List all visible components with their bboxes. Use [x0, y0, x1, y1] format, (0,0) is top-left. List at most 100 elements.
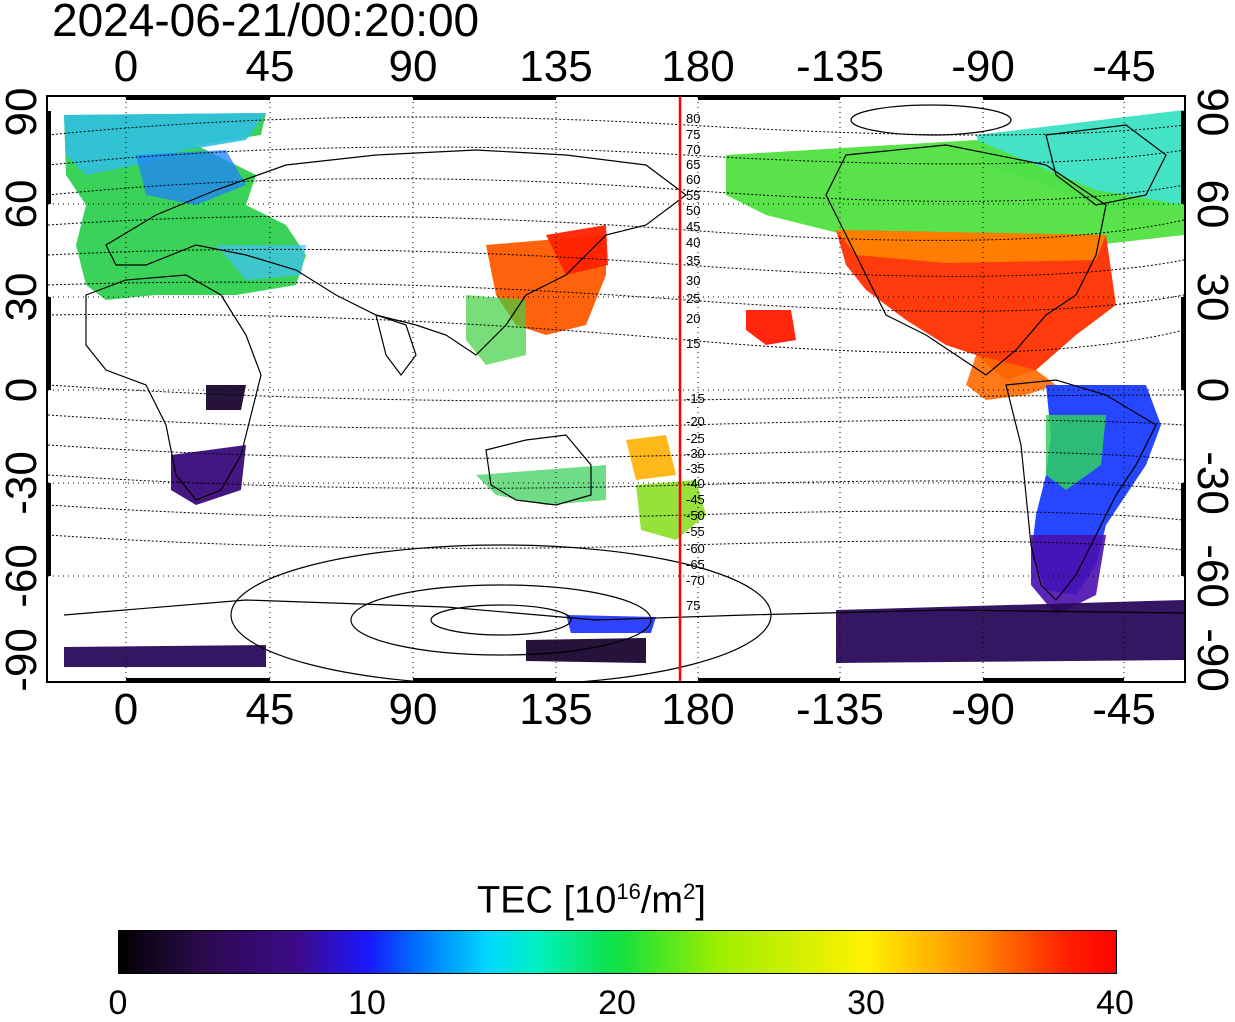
coast-north-america	[825, 144, 1107, 376]
tec-region-usa	[836, 230, 1116, 380]
top-axis-label: -135	[795, 42, 885, 91]
right-axis-label: 30	[1188, 272, 1235, 322]
top-axis-label: 180	[661, 42, 735, 91]
contour-label: -20	[686, 414, 705, 429]
colorbar-tick: 40	[1096, 984, 1134, 1022]
top-axis-label: 135	[519, 42, 593, 91]
contour-label: 80	[686, 111, 700, 126]
bottom-axis-label: -90	[951, 685, 1015, 734]
contour-label: -25	[686, 431, 705, 446]
tec-region-scandinavia	[136, 150, 246, 205]
bottom-axis-label: 0	[113, 685, 139, 734]
tec-region-se-asia	[466, 295, 526, 365]
contour-label: 55	[686, 188, 700, 203]
contour-label: -35	[686, 461, 705, 476]
colorbar-title-unit-exp: 2	[683, 879, 696, 904]
contour-label: -50	[686, 508, 705, 523]
top-axis-label: -45	[1092, 42, 1156, 91]
map-title: 2024-06-21/00:20:00	[52, 0, 480, 46]
coast-india	[375, 314, 417, 376]
tec-region-usa-north	[836, 230, 1106, 263]
right-axis-label: 60	[1188, 179, 1235, 229]
right-axis-label: 0	[1188, 377, 1235, 403]
contour-label: 65	[686, 157, 700, 172]
contour-label: 50	[686, 203, 700, 218]
left-axis-label: 30	[0, 272, 46, 322]
contour-label: 15	[686, 336, 700, 351]
coast-south-america	[1005, 379, 1157, 601]
right-axis-label: -90	[1188, 628, 1235, 692]
colorbar-tick: 10	[348, 984, 386, 1022]
top-axis-label: 0	[113, 42, 139, 91]
left-axis-label: -90	[0, 628, 46, 692]
coast-australia	[485, 434, 592, 506]
contour-label: -70	[686, 573, 705, 588]
contour-label: -15	[686, 391, 705, 406]
colorbar-title-end: ]	[695, 879, 706, 922]
axis-ticks	[46, 95, 1186, 683]
bottom-axis-label: 135	[519, 685, 593, 734]
contour-label: 25	[686, 291, 700, 306]
top-axis-label: -90	[951, 42, 1015, 91]
left-axis-label: -30	[0, 451, 46, 515]
tec-region-new-zealand	[636, 480, 706, 540]
tec-region-ross-sea	[566, 615, 656, 633]
magnetic-contours	[47, 116, 1185, 551]
tec-region-antarctica-east	[64, 645, 266, 667]
colorbar-title-unit: /m	[640, 879, 684, 922]
contour-label: -60	[686, 541, 705, 556]
contour-label: 75	[686, 598, 700, 613]
coast-eurasia	[105, 149, 687, 356]
coastlines	[63, 124, 1185, 621]
southern-pole-contours	[230, 104, 1012, 683]
contour-label: 45	[686, 219, 700, 234]
contour-label: 70	[686, 142, 700, 157]
contour-label: -30	[686, 446, 705, 461]
colorbar-tick: 0	[108, 984, 128, 1022]
contour-label: 30	[686, 273, 700, 288]
contour-label: 60	[686, 172, 700, 187]
bottom-axis-label: -135	[795, 685, 885, 734]
tec-region-europe-north	[64, 113, 266, 175]
tec-map: 80 75 70 65 60 55 50 45 40 35 30 25 20 1…	[46, 95, 1186, 683]
top-axis-label: 90	[388, 42, 438, 91]
colorbar-title: TEC [1016/m2]	[477, 870, 706, 923]
top-axis-label: 45	[245, 42, 295, 91]
tec-region-southern-africa	[171, 445, 246, 505]
contour-label: 20	[686, 311, 700, 326]
colorbar-tick: 20	[598, 984, 636, 1022]
tec-region-patagonia	[1031, 535, 1106, 615]
contour-label: 35	[686, 253, 700, 268]
right-axis-label: -60	[1188, 544, 1235, 608]
bottom-axis-label: 180	[661, 685, 735, 734]
right-axis-label: 90	[1188, 87, 1235, 137]
tec-region-pacific-islands	[626, 435, 676, 480]
tec-colorbar	[118, 930, 1117, 974]
tec-region-south-america-mid	[1046, 415, 1106, 490]
coast-antarctica	[63, 599, 1185, 621]
bottom-axis-label: -45	[1092, 685, 1156, 734]
contour-label: 75	[686, 127, 700, 142]
tec-region-hawaii	[746, 310, 796, 345]
colorbar-tick: 30	[847, 984, 885, 1022]
tec-region-japan	[546, 225, 608, 275]
left-axis-label: -60	[0, 544, 46, 608]
colorbar-title-prefix: TEC [10	[477, 879, 617, 922]
bottom-axis-label: 45	[245, 685, 295, 734]
right-axis-label: -30	[1188, 451, 1235, 515]
contour-label: -45	[686, 492, 705, 507]
contour-label: -40	[686, 476, 705, 491]
contour-label: 40	[686, 235, 700, 250]
contour-label: -55	[686, 524, 705, 539]
contour-labels: 80 75 70 65 60 55 50 45 40 35 30 25 20 1…	[686, 111, 705, 613]
left-axis-label: 0	[0, 377, 46, 403]
tec-region-antarctica-west	[836, 600, 1184, 663]
left-axis-label: 60	[0, 179, 46, 229]
colorbar-title-exp: 16	[616, 879, 641, 904]
tec-region-antarctica-mid	[526, 638, 646, 663]
contour-label: -65	[686, 557, 705, 572]
tec-region-central-africa	[206, 385, 246, 410]
bottom-axis-label: 90	[388, 685, 438, 734]
left-axis-label: 90	[0, 87, 46, 137]
tec-region-central-america	[966, 355, 1056, 400]
